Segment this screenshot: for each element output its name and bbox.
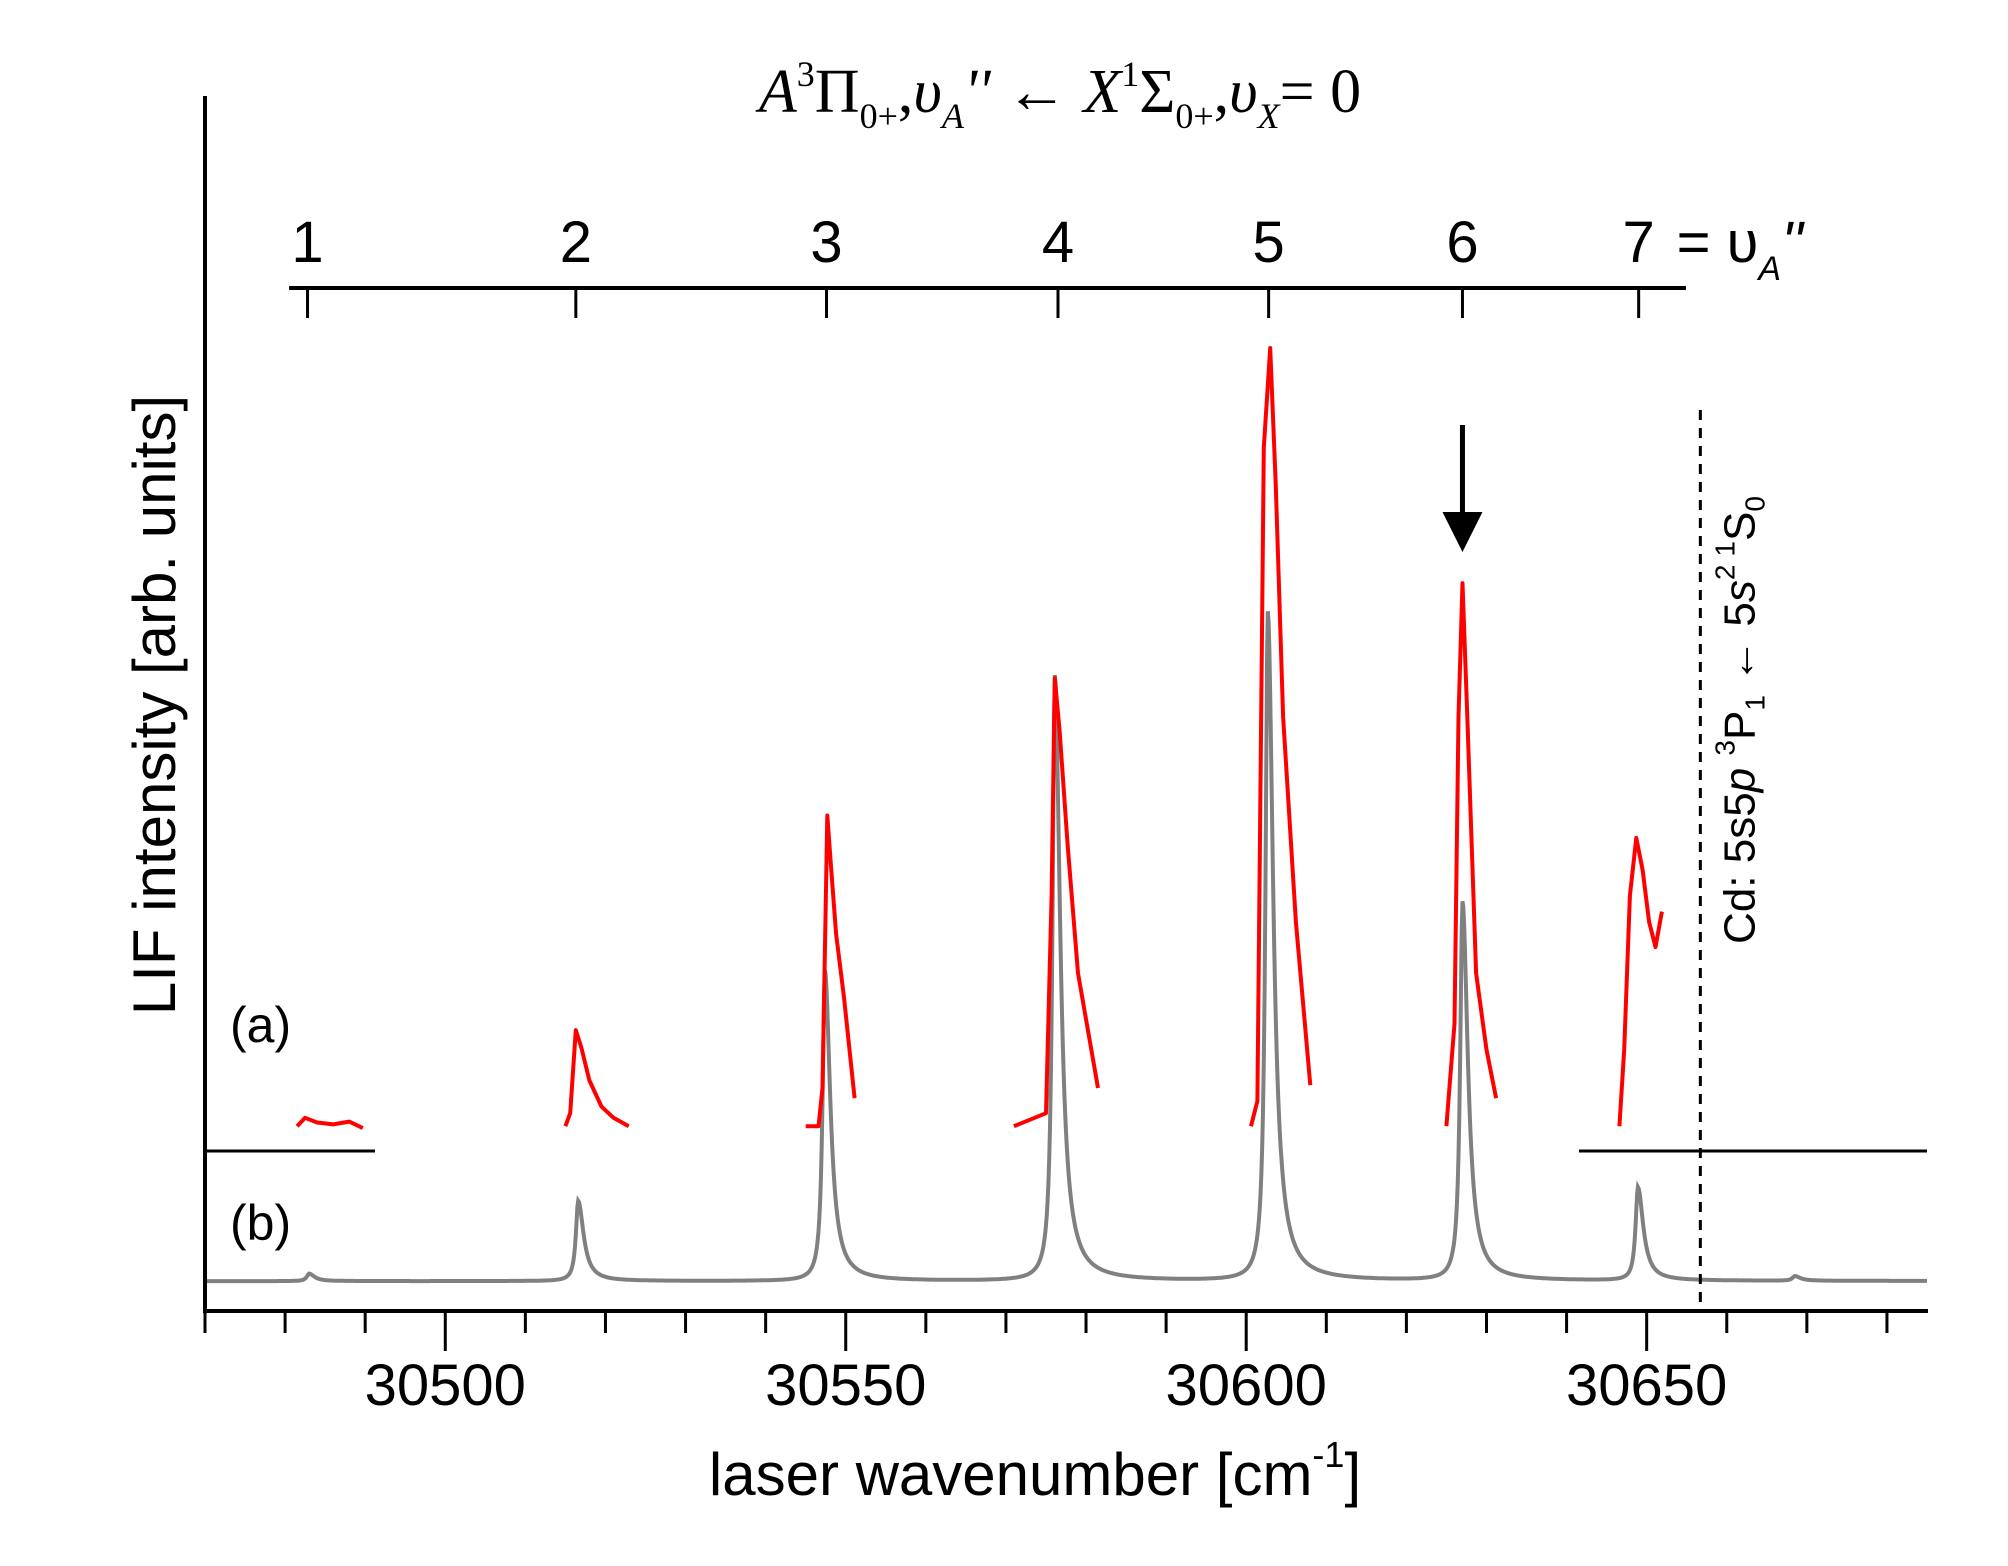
x-axis-label: laser wavenumber [cm-1] [709, 1434, 1361, 1508]
cd-transition-label: Cd: 5s5p 3P1 ← 5s21S0 [1709, 496, 1770, 944]
series-a-label: (a) [230, 997, 291, 1053]
top-axis-label: 1 [291, 210, 323, 275]
chart-title: A3Π0+,υA'' ← X1Σ0+,υX= 0 [755, 54, 1361, 136]
top-axis-suffix: = υA'' [1677, 210, 1805, 288]
top-axis-label: 6 [1446, 210, 1478, 275]
top-axis-label: 7 [1623, 210, 1655, 275]
x-tick-label: 30650 [1566, 1353, 1727, 1418]
x-tick-label: 30550 [765, 1353, 926, 1418]
series-a-segment-1 [295, 1115, 364, 1130]
top-axis-label: 3 [810, 210, 842, 275]
x-tick-label: 30600 [1166, 1353, 1327, 1418]
top-axis-label: 4 [1042, 210, 1074, 275]
y-axis-label: LIF intensity [arb. units] [121, 395, 188, 1015]
series-a-segment-4 [1013, 676, 1100, 1129]
series-a-segment-2 [563, 1028, 630, 1128]
series-a-segment-6 [1444, 581, 1499, 1127]
series-b-label: (b) [230, 1195, 291, 1251]
series-a-segment-3 [805, 813, 857, 1129]
series-a-segment-7 [1617, 835, 1664, 1127]
series-b-line [205, 611, 1927, 1284]
series-a-segment-5 [1249, 346, 1313, 1127]
top-axis-label: 5 [1253, 210, 1285, 275]
down-arrow-icon [1442, 425, 1483, 552]
x-tick-label: 30500 [365, 1353, 526, 1418]
top-axis-label: 2 [560, 210, 592, 275]
